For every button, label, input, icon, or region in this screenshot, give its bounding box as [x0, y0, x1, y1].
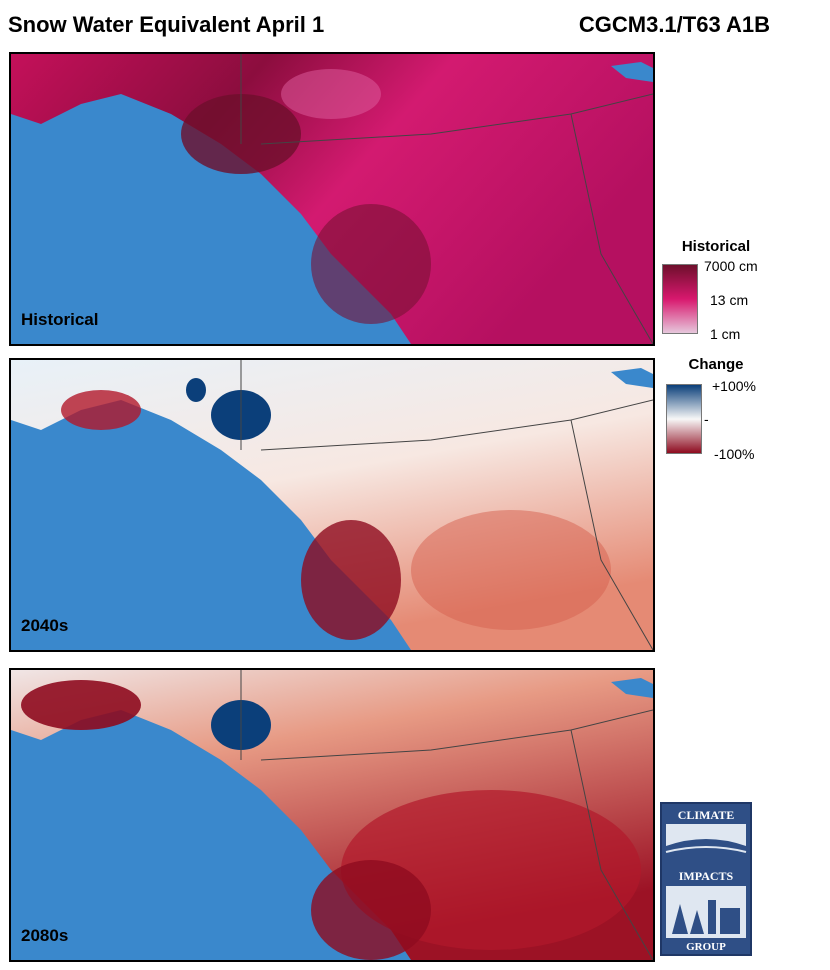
legend-change-title: Change: [688, 356, 744, 373]
panel-label-2040s: 2040s: [21, 616, 69, 635]
legend-historical-title: Historical: [681, 238, 751, 255]
legend-historical-colorbar: [662, 264, 698, 334]
legend-change-tick-min: -100%: [714, 446, 755, 462]
climate-impacts-group-logo: CLIMATE IMPACTS GROUP: [660, 802, 752, 956]
panel-label-historical: Historical: [21, 310, 99, 329]
legend-historical-tick-max: 7000 cm: [704, 258, 758, 274]
legend-historical-tick-mid: 13 cm: [710, 292, 749, 308]
logo-graphic: CLIMATE IMPACTS GROUP: [662, 804, 750, 954]
model-scenario-title: CGCM3.1/T63 A1B: [578, 12, 770, 37]
map-panel-2080s: 2080s: [9, 668, 655, 962]
logo-bottom-text: GROUP: [686, 941, 726, 953]
logo-top-text: CLIMATE: [678, 808, 734, 822]
panel-label-2080s: 2080s: [21, 926, 69, 945]
legend-change-colorbar: [666, 384, 702, 454]
legend-change-tick-max: +100%: [712, 378, 756, 394]
historical-map: [11, 54, 653, 344]
map-panel-historical: Historical: [9, 52, 655, 346]
change-2080s-map: [11, 670, 653, 960]
legend-change-tick-mid: -: [704, 411, 709, 427]
change-2040s-map: [11, 360, 653, 650]
legend-historical-tick-min: 1 cm: [710, 326, 741, 342]
map-title: Snow Water Equivalent April 1: [8, 12, 325, 37]
map-panel-2040s: 2040s: [9, 358, 655, 652]
logo-middle-text: IMPACTS: [679, 869, 734, 883]
